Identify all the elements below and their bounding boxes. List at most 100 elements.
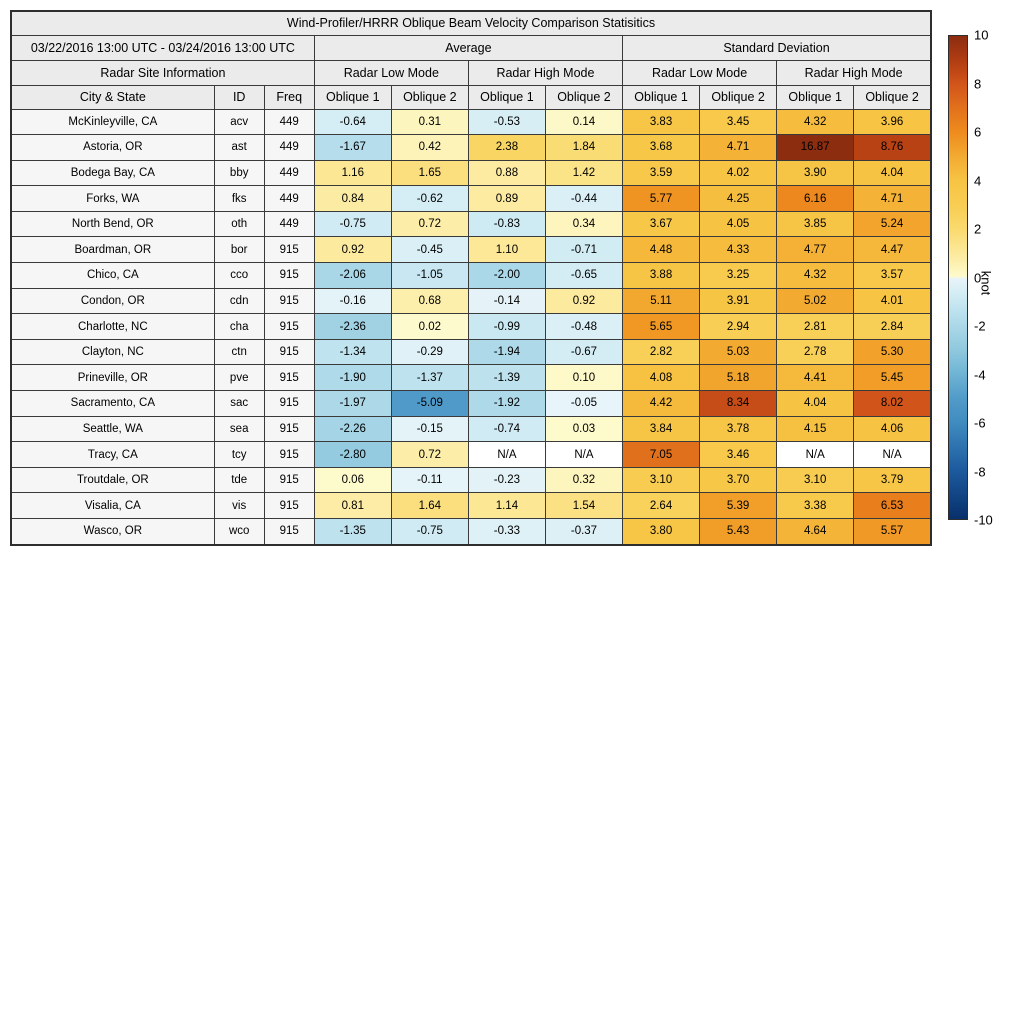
freq-cell: 915 bbox=[263, 287, 315, 315]
site-id-cell: ast bbox=[213, 134, 265, 161]
value-cell: -0.33 bbox=[467, 517, 546, 546]
value-cell: N/A bbox=[853, 441, 932, 468]
value-cell: N/A bbox=[467, 441, 546, 468]
value-cell: 3.91 bbox=[699, 287, 778, 315]
site-id-cell: cha bbox=[213, 313, 265, 340]
site-id-cell: tcy bbox=[213, 441, 265, 468]
value-cell: 3.25 bbox=[699, 262, 778, 289]
value-cell: 3.68 bbox=[621, 134, 701, 161]
value-cell: 1.16 bbox=[313, 159, 392, 187]
city-state-cell: Seattle, WA bbox=[10, 415, 215, 443]
colorbar-tick-label: -8 bbox=[974, 464, 986, 479]
value-cell: -0.62 bbox=[390, 185, 469, 212]
value-cell: 1.14 bbox=[467, 492, 546, 519]
value-cell: -0.44 bbox=[544, 185, 624, 212]
freq-cell: 449 bbox=[263, 108, 315, 136]
value-cell: 1.10 bbox=[467, 236, 546, 264]
value-cell: 4.48 bbox=[621, 236, 701, 264]
value-cell: -0.53 bbox=[467, 108, 546, 136]
colorbar-axis-label: knot bbox=[978, 270, 994, 296]
city-state-cell: Visalia, CA bbox=[10, 492, 215, 519]
value-cell: 8.02 bbox=[853, 390, 932, 417]
value-cell: 4.71 bbox=[699, 134, 778, 161]
value-cell: -0.14 bbox=[467, 287, 546, 315]
site-id-cell: sac bbox=[213, 390, 265, 417]
value-cell: 4.77 bbox=[776, 236, 855, 264]
value-cell: 2.64 bbox=[621, 492, 701, 519]
value-cell: 0.68 bbox=[390, 287, 469, 315]
col-header-oblique1: Oblique 1 bbox=[776, 84, 855, 110]
value-cell: 3.59 bbox=[621, 159, 701, 187]
city-state-cell: Tracy, CA bbox=[10, 441, 215, 468]
value-cell: -0.74 bbox=[467, 415, 546, 443]
city-state-cell: Boardman, OR bbox=[10, 236, 215, 264]
value-cell: 0.10 bbox=[544, 364, 624, 392]
value-cell: 0.89 bbox=[467, 185, 546, 212]
table-row: Sacramento, CA sac 915 -1.97 -5.09 -1.92 -0.05… bbox=[10, 390, 932, 417]
value-cell: 3.90 bbox=[776, 159, 855, 187]
site-id-cell: vis bbox=[213, 492, 265, 519]
table-row: Chico, CA cco 915 -2.06 -1.05 -2.00 -0.65 3.88 3… bbox=[10, 262, 932, 289]
value-cell: -0.48 bbox=[544, 313, 624, 340]
col-header-oblique2: Oblique 2 bbox=[699, 84, 778, 110]
value-cell: -1.90 bbox=[313, 364, 392, 392]
value-cell: 3.67 bbox=[621, 210, 701, 238]
value-cell: 3.83 bbox=[621, 108, 701, 136]
value-cell: 3.96 bbox=[853, 108, 932, 136]
value-cell: -0.29 bbox=[390, 338, 469, 366]
value-cell: 1.65 bbox=[390, 159, 469, 187]
value-cell: 1.64 bbox=[390, 492, 469, 519]
value-cell: 4.25 bbox=[699, 185, 778, 212]
table-row: Boardman, OR bor 915 0.92 -0.45 1.10 -0.71 4.48… bbox=[10, 236, 932, 264]
freq-cell: 915 bbox=[263, 338, 315, 366]
value-cell: 5.24 bbox=[853, 210, 932, 238]
value-cell: 4.01 bbox=[853, 287, 932, 315]
value-cell: -1.92 bbox=[467, 390, 546, 417]
col-header-oblique2: Oblique 2 bbox=[544, 84, 624, 110]
value-cell: 4.32 bbox=[776, 262, 855, 289]
value-cell: -0.37 bbox=[544, 517, 624, 546]
value-cell: 2.81 bbox=[776, 313, 855, 340]
value-cell: 0.14 bbox=[544, 108, 624, 136]
colorbar-tick-label: 0 bbox=[974, 270, 982, 285]
value-cell: 5.43 bbox=[699, 517, 778, 546]
date-range: 03/22/2016 13:00 UTC - 03/24/2016 13:00 … bbox=[10, 34, 315, 61]
table-row: Condon, OR cdn 915 -0.16 0.68 -0.14 0.92 5.11 3.… bbox=[10, 287, 932, 315]
value-cell: 0.31 bbox=[390, 108, 469, 136]
value-cell: 3.38 bbox=[776, 492, 855, 519]
value-cell: 3.85 bbox=[776, 210, 855, 238]
freq-cell: 915 bbox=[263, 236, 315, 264]
value-cell: 8.34 bbox=[699, 390, 778, 417]
group-header-average: Average bbox=[313, 34, 624, 61]
freq-cell: 449 bbox=[263, 159, 315, 187]
site-id-cell: oth bbox=[213, 210, 265, 238]
value-cell: -0.75 bbox=[390, 517, 469, 546]
colorbar-tick-label: 2 bbox=[974, 221, 982, 237]
value-cell: 1.42 bbox=[544, 159, 624, 187]
freq-cell: 915 bbox=[263, 492, 315, 519]
value-cell: -1.67 bbox=[313, 134, 392, 161]
value-cell: 0.92 bbox=[544, 287, 624, 315]
value-cell: 3.57 bbox=[853, 262, 932, 289]
freq-cell: 915 bbox=[263, 466, 315, 494]
freq-cell: 915 bbox=[263, 313, 315, 340]
table-row: Bodega Bay, CA bby 449 1.16 1.65 0.88 1.42 3.59… bbox=[10, 159, 932, 187]
value-cell: 0.72 bbox=[390, 441, 469, 468]
city-state-cell: McKinleyville, CA bbox=[10, 108, 215, 136]
value-cell: N/A bbox=[544, 441, 624, 468]
value-cell: 5.11 bbox=[621, 287, 701, 315]
value-cell: -0.71 bbox=[544, 236, 624, 264]
value-cell: 3.45 bbox=[699, 108, 778, 136]
value-cell: 4.06 bbox=[853, 415, 932, 443]
value-cell: -0.15 bbox=[390, 415, 469, 443]
table-row: McKinleyville, CA acv 449 -0.64 0.31 -0.53 0.1… bbox=[10, 108, 932, 136]
value-cell: 4.04 bbox=[853, 159, 932, 187]
value-cell: -5.09 bbox=[390, 390, 469, 417]
colorbar-tick-label: -10 bbox=[974, 512, 993, 528]
value-cell: 0.92 bbox=[313, 236, 392, 264]
value-cell: 5.03 bbox=[699, 338, 778, 366]
value-cell: -0.75 bbox=[313, 210, 392, 238]
value-cell: -2.00 bbox=[467, 262, 546, 289]
site-id-cell: pve bbox=[213, 364, 265, 392]
value-cell: 0.81 bbox=[313, 492, 392, 519]
